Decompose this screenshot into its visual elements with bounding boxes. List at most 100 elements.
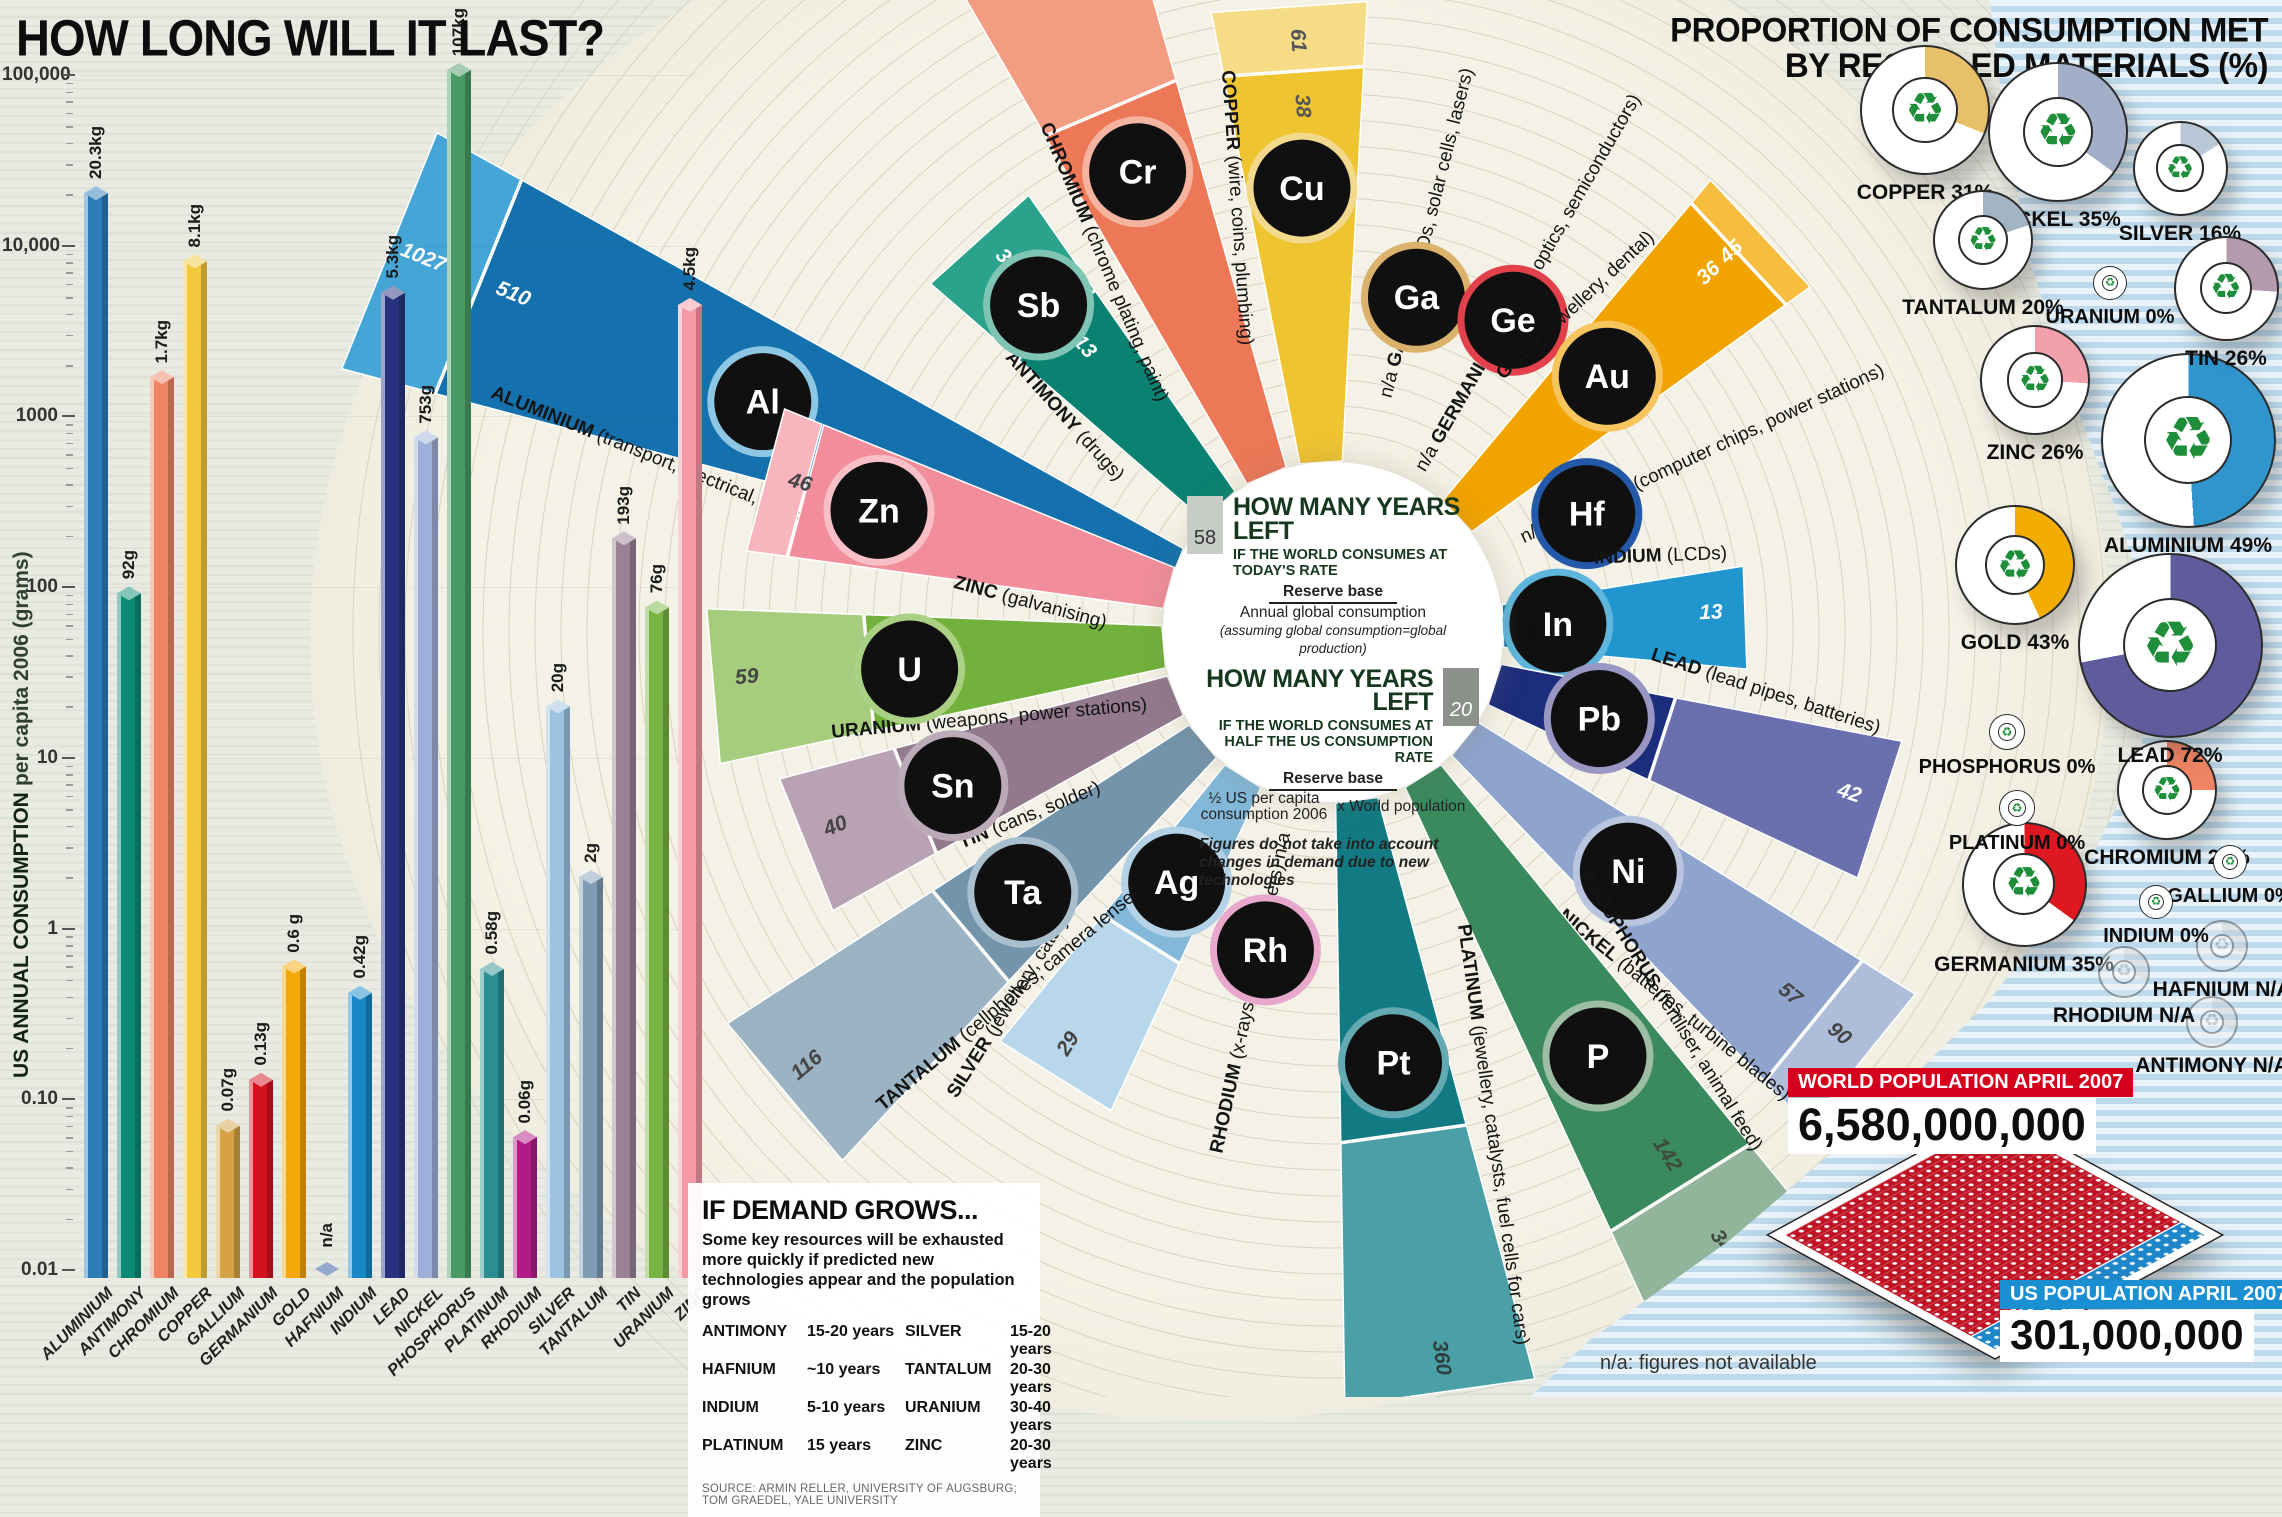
y-tick-minor xyxy=(66,297,73,299)
bar-cap xyxy=(183,254,207,269)
bar-antimony xyxy=(117,586,141,1278)
y-tick-label: 1000 xyxy=(15,405,58,427)
source-credit: SOURCE: ARMIN RELLER, UNIVERSITY OF AUGS… xyxy=(702,1482,1017,1507)
y-tick-minor xyxy=(66,979,73,982)
y-tick-major xyxy=(62,927,75,930)
y-tick-minor xyxy=(66,484,73,486)
y-tick-minor xyxy=(66,638,73,641)
bar-cap xyxy=(216,1118,240,1133)
demand-years: 5-10 years xyxy=(807,1398,886,1416)
y-tick-minor xyxy=(66,625,73,627)
y-tick-major xyxy=(62,244,75,247)
y-tick-minor xyxy=(66,1137,73,1139)
y-tick-major xyxy=(62,586,75,589)
demand-years: ~10 years xyxy=(807,1360,881,1378)
bar-cap xyxy=(249,1072,273,1087)
y-tick-minor xyxy=(66,142,73,145)
demand-element: INDIUM xyxy=(702,1398,759,1416)
demand-years: 15-20 years xyxy=(807,1322,895,1340)
y-tick-minor xyxy=(66,424,73,426)
y-tick-minor xyxy=(66,1188,73,1191)
demand-element: TANTALUM xyxy=(905,1360,992,1378)
bar-chromium xyxy=(150,370,174,1278)
y-tick-major xyxy=(62,1269,75,1271)
demand-element: URANIUM xyxy=(905,1398,981,1416)
demand-element: HAFNIUM xyxy=(702,1360,776,1378)
y-tick-minor xyxy=(66,194,73,196)
y-tick-label: 1 xyxy=(47,917,58,939)
y-tick-minor xyxy=(66,877,73,879)
bar-germanium xyxy=(249,1072,273,1278)
y-tick-minor xyxy=(66,955,73,957)
y-tick-minor xyxy=(66,253,73,256)
y-tick-minor xyxy=(66,283,73,286)
y-tick-minor xyxy=(66,594,73,597)
demand-table: ANTIMONY 15-20 years SILVER 15-20 years HAFN… xyxy=(702,1322,1052,1473)
demand-element: ZINC xyxy=(905,1436,943,1454)
y-tick-minor xyxy=(66,313,73,316)
y-tick-label: 0.10 xyxy=(21,1088,58,1110)
y-tick-minor xyxy=(66,505,73,508)
demand-years: 30-40 years xyxy=(1010,1398,1052,1434)
page-title: HOW LONG WILL IT LAST? xyxy=(16,9,605,67)
y-tick-minor xyxy=(66,1150,73,1153)
y-tick-minor xyxy=(66,996,73,998)
y-tick-minor xyxy=(66,936,73,938)
y-tick-minor xyxy=(66,676,73,678)
y-tick-minor xyxy=(66,101,73,103)
if-demand-grows-panel: IF DEMAND GROWS... Some key resources wi… xyxy=(688,1183,1052,1517)
y-tick-minor xyxy=(66,82,73,85)
y-tick-minor xyxy=(66,655,73,657)
y-tick-minor xyxy=(66,112,73,115)
demand-years: 20-30 years xyxy=(1010,1436,1052,1472)
y-tick-minor xyxy=(66,809,73,811)
bar-cap xyxy=(150,370,174,385)
us-population-value: 301,000,000 xyxy=(2000,1310,2254,1362)
y-tick-minor xyxy=(66,945,73,947)
bar-gold xyxy=(282,959,306,1278)
y-tick-minor xyxy=(66,706,73,708)
y-tick-minor xyxy=(66,334,73,337)
y-tick-minor xyxy=(66,966,73,968)
y-tick-minor xyxy=(66,126,73,128)
y-tick-minor xyxy=(66,613,73,616)
y-tick-minor xyxy=(66,847,73,849)
bar-cap xyxy=(117,586,141,601)
y-tick-minor xyxy=(66,91,73,94)
demand-element: PLATINUM xyxy=(702,1436,784,1454)
y-tick-minor xyxy=(66,262,73,264)
demand-years: 15-20 years xyxy=(1010,1322,1052,1358)
y-tick-major xyxy=(62,74,75,76)
y-tick-minor xyxy=(66,1017,73,1020)
y-tick-minor xyxy=(66,1107,73,1109)
demand-panel-body: Some key resources will be exhausted mor… xyxy=(702,1231,1015,1310)
bar-aluminium xyxy=(84,186,108,1278)
y-tick-minor xyxy=(66,1167,73,1169)
demand-element: ANTIMONY xyxy=(702,1322,788,1340)
y-tick-minor xyxy=(66,765,73,768)
population-graphic: WORLD POPULATION APRIL 2007 6,580,000,00… xyxy=(1765,1068,2282,1362)
y-tick-major xyxy=(62,415,75,418)
y-tick-label: 10,000 xyxy=(2,234,61,256)
y-tick-minor xyxy=(66,1115,73,1118)
demand-years: 20-30 years xyxy=(1010,1360,1052,1396)
bar-gallium xyxy=(216,1118,240,1278)
y-tick-major xyxy=(62,756,75,759)
world-population-value: 6,580,000,000 xyxy=(1788,1098,2096,1154)
y-tick-label: 0.01 xyxy=(21,1259,58,1280)
y-tick-major xyxy=(62,1098,75,1101)
y-tick-minor xyxy=(66,774,73,776)
bar-cap xyxy=(84,186,108,201)
y-tick-minor xyxy=(66,1218,73,1221)
y-tick-minor xyxy=(66,1125,73,1128)
y-tick-minor xyxy=(66,442,73,445)
bar-copper xyxy=(183,254,207,1278)
y-tick-label: 100 xyxy=(26,576,58,598)
bar-cap xyxy=(282,959,306,974)
y-tick-minor xyxy=(66,365,73,367)
y-tick-label: 100,000 xyxy=(2,64,71,85)
na-footnote: n/a: figures not available xyxy=(1600,1352,1817,1374)
y-tick-minor xyxy=(66,535,73,538)
demand-panel-title: IF DEMAND GROWS... xyxy=(702,1195,979,1225)
y-tick-minor xyxy=(66,1047,73,1050)
